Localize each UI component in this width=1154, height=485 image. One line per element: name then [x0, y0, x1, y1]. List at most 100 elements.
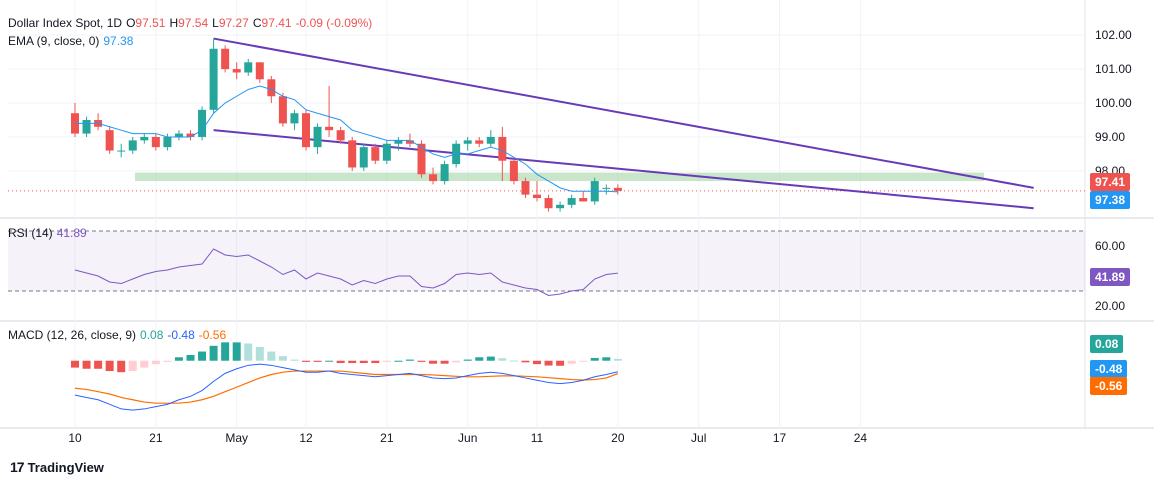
macd-histogram-bar	[290, 359, 299, 361]
macd-histogram-bar	[174, 357, 183, 361]
macd-histogram-bar	[336, 360, 345, 364]
candle-body	[405, 140, 414, 144]
x-tick-label: 10	[68, 431, 82, 445]
macd-histogram-bar	[117, 360, 126, 373]
candle-body	[417, 143, 426, 175]
candle-body	[429, 174, 438, 182]
macd-histogram-bar	[405, 359, 414, 361]
macd-histogram-bar	[105, 360, 114, 372]
macd-histogram-bar	[198, 351, 207, 361]
macd-histogram-bar	[151, 360, 160, 365]
x-tick-label: Jun	[458, 431, 477, 445]
candle-body	[82, 120, 91, 134]
rsi-band	[8, 231, 1085, 291]
ema-line	[75, 85, 618, 193]
candle-body	[567, 198, 576, 205]
falling-wedge	[213, 37, 1034, 210]
x-tick-label: 11	[531, 431, 544, 445]
macd-histogram-bar	[348, 360, 357, 364]
candle-body	[151, 136, 160, 148]
macd-histogram-bar	[544, 360, 553, 366]
candle-body	[371, 147, 380, 161]
candle-body	[579, 198, 588, 202]
candle-body	[521, 181, 530, 195]
macd-histogram-bar	[521, 360, 530, 363]
candle-body	[602, 187, 611, 189]
candle-body	[105, 130, 114, 151]
macd-histogram-bar	[567, 360, 576, 364]
price-tick-label: 100.00	[1095, 96, 1132, 110]
macd-histogram-bar	[556, 360, 565, 366]
candle-body	[533, 194, 541, 199]
tradingview-logo-icon: 17	[10, 459, 25, 475]
candle-body	[394, 140, 403, 144]
rsi-tag: 41.89	[1090, 268, 1131, 286]
high-value: 97.54	[178, 16, 209, 30]
wedge-lower-line	[213, 129, 1034, 210]
rsi-tick-label: 60.00	[1095, 239, 1125, 253]
candle-body	[325, 126, 334, 131]
candle-body	[486, 136, 495, 144]
price-tick-label: 102.00	[1095, 28, 1132, 42]
candle-body	[232, 69, 241, 73]
macd-histogram-bar	[463, 359, 472, 361]
candle-body	[348, 140, 357, 168]
rsi-label: RSI (14)	[8, 226, 53, 240]
hist-tag: -0.56	[1090, 377, 1128, 395]
candle-body	[244, 62, 253, 73]
candle-body	[509, 160, 518, 182]
macd-histogram-bar	[533, 360, 541, 365]
macd-histogram-bar	[382, 360, 391, 362]
candle-body	[463, 140, 472, 144]
macd-histogram-bar	[394, 360, 403, 362]
macd-series	[74, 363, 618, 411]
low-value: 97.27	[218, 16, 249, 30]
price-tick-label: 101.00	[1095, 62, 1132, 76]
ema-legend: EMA (9, close, 0) 97.38	[8, 34, 137, 48]
ema-label: EMA (9, close, 0)	[8, 34, 100, 48]
x-tick-label: 17	[773, 431, 787, 445]
macd-histogram-bar	[221, 342, 230, 361]
macd-histogram-bar	[452, 360, 461, 363]
macd-histogram-bar	[313, 360, 322, 362]
close-value: 97.41	[261, 16, 292, 30]
candle-body	[440, 164, 449, 182]
macd-histogram-bar	[128, 360, 137, 372]
candle-body	[613, 187, 622, 191]
macd-histogram-bar	[429, 360, 438, 364]
candle-body	[198, 109, 207, 137]
macd-histogram-bar	[186, 354, 195, 361]
candle-body	[313, 126, 322, 148]
macd-histogram-bar	[602, 357, 611, 361]
macd-histogram-bar	[71, 360, 79, 368]
change-value: -0.09 (-0.09%)	[295, 16, 373, 30]
price-legend: Dollar Index Spot, 1D O97.51 H97.54 L97.27 C…	[8, 16, 373, 30]
ema-price-tag: 97.38	[1090, 191, 1131, 209]
candle-body	[278, 96, 287, 124]
candle-body	[556, 204, 565, 209]
macd-histogram-bar	[613, 358, 622, 361]
macd-histogram-bar	[82, 360, 91, 369]
macd-histogram-bar	[278, 356, 287, 361]
signal-value: -0.48	[167, 328, 195, 342]
ema-value: 97.38	[103, 34, 134, 48]
rsi-tick-label: 20.00	[1095, 299, 1125, 313]
grid	[0, 0, 1154, 429]
macd-histogram-bar	[498, 358, 507, 361]
macd-histogram-bar	[232, 342, 241, 361]
macd-histogram-bar	[486, 356, 495, 361]
rsi-series	[74, 248, 618, 297]
x-tick-label: 21	[149, 431, 163, 445]
macd-histogram-bar	[302, 360, 310, 362]
macd-histogram-bar	[94, 360, 103, 369]
macd-histogram-bar	[267, 351, 276, 361]
macd-histogram-bar	[475, 357, 484, 361]
candle-body	[498, 136, 507, 161]
x-tick-label: Jul	[691, 431, 706, 445]
macd-histogram-bar	[579, 360, 588, 362]
macd-histogram-bar	[163, 360, 172, 362]
macd-histogram-bar	[244, 343, 253, 361]
tradingview-brand[interactable]: 17 TradingView	[10, 459, 104, 475]
close-price-tag: 97.41	[1090, 173, 1131, 191]
